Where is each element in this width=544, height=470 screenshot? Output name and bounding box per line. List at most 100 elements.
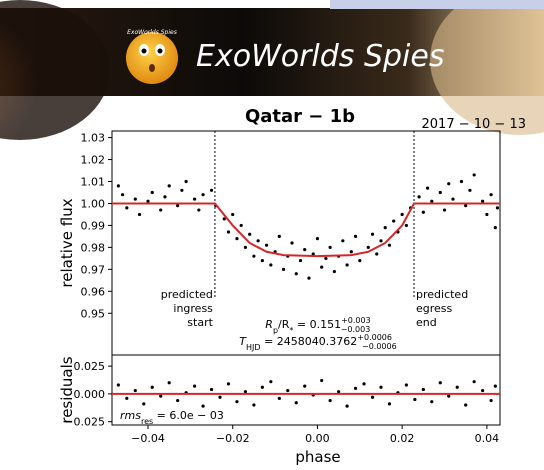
data-point [472, 380, 476, 384]
x-tick-label: 0.04 [475, 432, 500, 445]
chart-title: Qatar − 1b [245, 106, 355, 127]
data-point [201, 193, 205, 197]
data-point [379, 239, 383, 243]
data-point [239, 223, 243, 228]
data-point [404, 383, 408, 387]
data-point [404, 223, 408, 228]
data-point [421, 210, 425, 214]
data-point [337, 390, 341, 394]
banner: ExoWorlds Spies ExoWorlds Spies [0, 0, 544, 140]
data-point [489, 398, 493, 403]
data-point [269, 263, 273, 267]
data-point [222, 217, 226, 221]
data-point [231, 212, 235, 217]
data-point [286, 388, 290, 393]
data-point [495, 206, 500, 210]
x-tick-label: 0.00 [305, 432, 330, 445]
data-point [464, 204, 468, 208]
data-point [468, 188, 472, 192]
data-point [176, 204, 180, 208]
data-point [180, 188, 184, 192]
logo-mouth [149, 64, 155, 72]
y-tick-label: 1.02 [81, 154, 106, 167]
data-point [167, 381, 171, 385]
data-point [137, 212, 142, 217]
data-point [281, 267, 286, 271]
fit-value: = 0.151 [293, 318, 341, 331]
data-point [125, 396, 129, 400]
subscript: HJD [246, 343, 261, 352]
planet-right [430, 0, 544, 135]
annotation: egress [416, 302, 453, 315]
y-tick-label: −0.025 [64, 416, 105, 429]
data-point [265, 243, 269, 247]
data-point [459, 179, 464, 184]
data-point [209, 188, 214, 192]
logo [126, 32, 178, 84]
data-point [472, 173, 476, 177]
data-point [252, 403, 256, 407]
data-point [120, 193, 125, 197]
data-point [387, 402, 392, 406]
data-point [455, 385, 459, 389]
y-tick-label: 0.97 [81, 263, 106, 276]
data-point [353, 234, 358, 239]
subscript: p [273, 326, 278, 335]
fit-error-plus: +0.003 [341, 316, 371, 325]
y-axis-label: relative flux [58, 198, 76, 287]
data-point [307, 276, 311, 280]
data-point [116, 184, 120, 188]
data-point [353, 386, 358, 390]
data-point [226, 230, 231, 234]
y-tick-label: 1.03 [81, 132, 106, 145]
fit-value: = 2458040.3762 [261, 335, 358, 348]
data-point [294, 272, 298, 276]
data-point [438, 381, 442, 385]
data-point [167, 184, 171, 188]
data-point [493, 384, 497, 388]
data-point [464, 403, 468, 407]
data-point [298, 258, 303, 263]
data-point [383, 226, 387, 230]
data-point [176, 398, 180, 403]
data-point [218, 395, 222, 399]
data-point [400, 212, 404, 217]
data-point [320, 265, 324, 269]
planet-left [0, 0, 110, 140]
data-point [243, 245, 248, 249]
y-tick-label: 0.99 [81, 219, 106, 232]
data-point [328, 245, 332, 249]
data-point [341, 239, 345, 243]
data-point [290, 241, 294, 245]
data-point [146, 199, 150, 203]
banner-title: ExoWorlds Spies [196, 39, 444, 74]
fit-error-minus: −0.003 [341, 325, 371, 334]
y-tick-label: 0.98 [81, 241, 106, 254]
x-tick-label: −0.02 [216, 432, 250, 445]
fit-text: Rp/R* = 0.151+0.003 −0.003 [265, 316, 370, 335]
data-point [430, 199, 434, 203]
data-point [451, 197, 455, 201]
data-point [379, 385, 383, 389]
data-point [332, 269, 336, 274]
data-point [481, 199, 485, 203]
data-point [311, 252, 315, 256]
y-tick-label: 0.95 [81, 307, 106, 320]
model-line [112, 202, 500, 258]
data-point [303, 384, 307, 388]
fit-error-minus: −0.0006 [362, 342, 397, 351]
fit-error-plus: +0.0006 [357, 333, 392, 342]
annotation: ingress [173, 302, 213, 315]
data-point [370, 395, 375, 399]
symbol: T [239, 335, 247, 348]
y-tick-label: 1.00 [81, 197, 106, 210]
data-point [142, 402, 146, 406]
data-point [345, 263, 349, 267]
data-point [370, 232, 375, 236]
data-point [328, 398, 332, 403]
data-point [201, 404, 205, 408]
y-tick-label: 0.96 [81, 285, 106, 298]
annotation: predicted [161, 288, 213, 301]
